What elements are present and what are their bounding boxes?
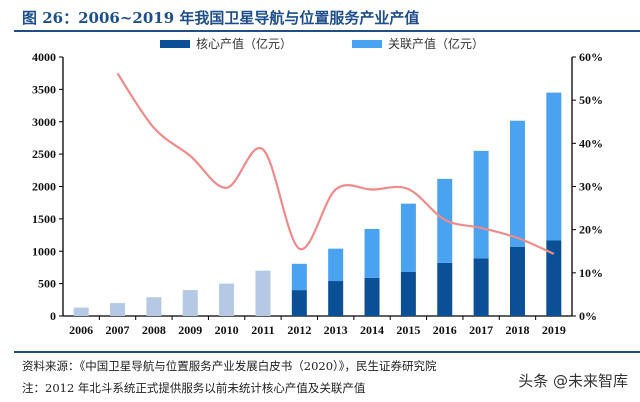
bar-total-2010 — [219, 283, 235, 316]
footer-divider — [14, 351, 640, 353]
left-axis-tick-label: 500 — [38, 277, 56, 291]
bar-related-2018 — [509, 120, 525, 247]
right-axis-tick-label: 20% — [579, 223, 603, 237]
bar-core-2015 — [400, 271, 416, 316]
right-axis-tick-label: 60% — [579, 50, 603, 64]
left-axis-tick-label: 2000 — [32, 180, 56, 194]
right-axis-tick-label: 10% — [579, 266, 603, 280]
x-axis-tick-label: 2008 — [142, 323, 166, 337]
bar-core-2013 — [328, 281, 344, 316]
left-axis-tick-label: 1000 — [32, 244, 56, 258]
bar-total-2009 — [182, 290, 198, 316]
x-axis-tick-label: 2009 — [178, 323, 202, 337]
legend-swatch-related — [352, 39, 382, 48]
source-text: 资料来源：《中国卫星导航与位置服务产业发展白皮书（2020）》，民生证券研究院 — [22, 359, 437, 373]
right-axis-tick-label: 40% — [579, 136, 603, 150]
x-axis-tick-label: 2012 — [287, 323, 311, 337]
watermark: 头条 @未来智库 — [518, 372, 628, 390]
left-axis-tick-label: 4000 — [32, 50, 56, 64]
x-axis-tick-label: 2014 — [360, 323, 384, 337]
x-axis-tick-label: 2016 — [433, 323, 457, 337]
left-axis-tick-label: 3500 — [32, 82, 56, 96]
x-axis-tick-label: 2015 — [396, 323, 420, 337]
legend-label-related: 关联产值（亿元） — [388, 37, 485, 51]
bar-related-2012 — [291, 263, 307, 291]
legend-swatch-core — [160, 39, 190, 48]
left-axis-tick-label: 0 — [50, 309, 56, 323]
right-axis-tick-label: 30% — [579, 180, 603, 194]
bar-related-2017 — [473, 150, 489, 259]
bar-related-2013 — [328, 248, 344, 282]
bar-total-2007 — [110, 303, 126, 316]
x-axis-tick-label: 2010 — [215, 323, 239, 337]
x-axis-tick-label: 2017 — [469, 323, 493, 337]
left-axis-tick-label: 1500 — [32, 212, 56, 226]
x-axis-tick-label: 2019 — [542, 323, 566, 337]
x-axis-tick-label: 2013 — [324, 323, 348, 337]
bar-total-2011 — [255, 270, 271, 316]
bar-related-2015 — [400, 203, 416, 272]
right-axis-tick-label: 0% — [579, 309, 597, 323]
bar-core-2017 — [473, 258, 489, 316]
bar-core-2012 — [291, 290, 307, 316]
bar-total-2008 — [146, 297, 162, 316]
right-axis-tick-label: 50% — [579, 93, 603, 107]
title-divider — [14, 30, 640, 32]
bar-core-2019 — [546, 240, 562, 316]
bar-related-2014 — [364, 228, 380, 278]
bar-core-2014 — [364, 277, 380, 316]
legend-core: 核心产值（亿元） — [160, 35, 292, 52]
legend-related: 关联产值（亿元） — [352, 35, 484, 52]
x-axis-tick-label: 2011 — [251, 323, 274, 337]
note-text: 注：2012 年北斗系统正式提供服务以前未统计核心产值及关联产值 — [22, 381, 366, 395]
legend-label-core: 核心产值（亿元） — [196, 37, 293, 51]
bar-core-2016 — [437, 262, 453, 316]
x-axis-tick-label: 2018 — [505, 323, 529, 337]
left-axis-tick-label: 2500 — [32, 147, 56, 161]
bar-total-2006 — [73, 307, 89, 316]
left-axis-tick-label: 3000 — [32, 115, 56, 129]
figure-title: 图 26：2006~2019 年我国卫星导航与位置服务产业产值 — [22, 9, 420, 27]
x-axis-tick-label: 2007 — [106, 323, 130, 337]
bar-core-2018 — [509, 246, 525, 316]
bar-related-2019 — [546, 92, 562, 241]
x-axis-tick-label: 2006 — [69, 323, 93, 337]
